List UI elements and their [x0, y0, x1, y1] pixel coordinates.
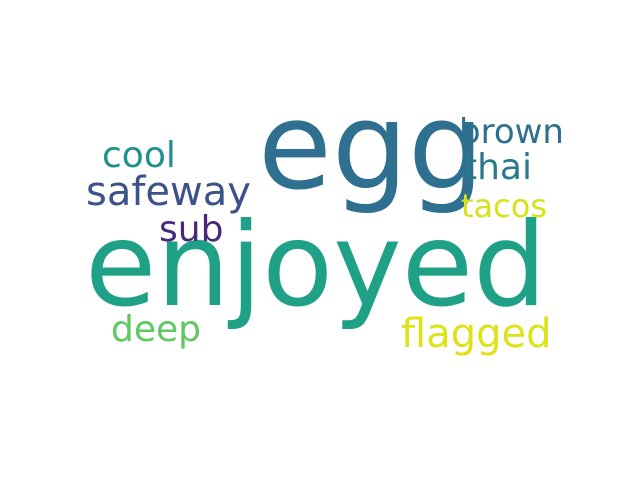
word-enjoyed: enjoyed — [85, 198, 547, 333]
word-safeway: safeway — [86, 169, 251, 215]
word-deep: deep — [111, 309, 201, 350]
word-cool: cool — [102, 135, 176, 176]
word-brown: brown — [459, 112, 564, 152]
word-flagged: flagged — [401, 311, 552, 357]
word-tacos: tacos — [461, 187, 547, 225]
word-egg: egg — [258, 78, 485, 217]
word-thai: thai — [463, 147, 532, 188]
word-sub: sub — [159, 209, 224, 250]
